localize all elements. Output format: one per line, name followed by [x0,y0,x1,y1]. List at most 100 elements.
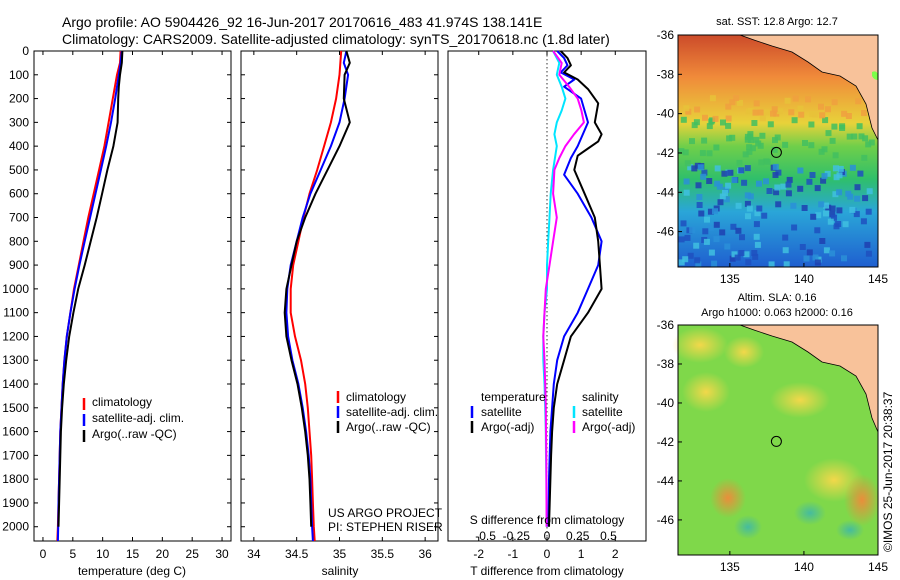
sst-texture-cell [802,140,808,146]
x-tick-label: 0 [544,547,551,561]
sst-texture-cell [721,170,728,177]
depth-tick-label: 500 [9,163,29,177]
sst-texture-cell [694,257,701,264]
map-y-tick-label: -36 [657,28,675,42]
temperature-axes-frame [33,50,232,542]
sst-texture-cell [713,144,720,151]
sst-texture-cell [768,261,775,268]
sst-texture-cell [786,176,793,183]
sst-texture-cell [696,194,703,200]
legend-header-temperature: temperature [481,390,546,404]
sst-texture-cell [714,180,721,187]
sst-texture-cell [700,173,707,180]
x-tick-label: 35 [333,547,347,561]
sst-texture-cell [803,255,810,262]
sst-texture-cell [829,137,836,144]
sst-texture-cell [708,249,715,256]
sst-texture-cell [744,136,751,143]
sst-texture-cell [772,163,779,170]
sst-texture-cell [812,111,819,118]
sst-texture-cell [837,165,844,172]
sla-blob [844,474,880,526]
sst-texture-cell [849,206,856,213]
sst-texture-cell [861,154,868,161]
sst-texture-cell [684,234,691,241]
depth-tick-label: 1900 [2,496,29,510]
sst-texture-cell [831,214,837,221]
s-diff-tick-label: -0.5 [475,529,496,543]
sst-texture-cell [788,109,795,116]
sst-texture-cell [772,137,778,144]
sst-texture-cell [733,95,740,101]
sst-texture-cell [725,122,732,129]
sst-texture-cell [755,140,762,147]
sst-texture-cell [856,123,863,130]
sst-texture-cell [818,148,825,155]
sst-texture-cell [853,211,860,218]
sst-texture-cell [825,130,832,137]
sst-texture-cell [747,137,754,144]
sst-texture-cell [838,169,845,175]
sst-texture-cell [706,178,713,184]
sst-texture-cell [735,202,742,209]
sst-texture-cell [782,234,789,241]
sst-texture-cell [691,122,698,129]
sst-texture-cell [754,210,761,217]
x-tick-label: 15 [126,547,140,561]
sst-texture-cell [745,213,751,220]
depth-tick-label: 900 [9,258,29,272]
sst-texture-cell [822,117,829,124]
s-diff-tick-label: 0.5 [600,529,617,543]
sst-texture-cell [689,227,696,233]
sst-texture-cell [865,250,872,257]
sst-texture-cell [683,178,690,185]
sst-texture-cell [753,136,760,143]
sst-texture-cell [829,250,836,257]
sst-texture-cell [749,145,756,152]
depth-tick-label: 300 [9,115,29,129]
sst-texture-cell [775,201,782,208]
x-tick-label: 0 [40,547,47,561]
sst-texture-cell [799,244,806,250]
sst-texture-cell [783,261,790,268]
sst-texture-cell [753,233,760,240]
sst-texture-cell [754,241,761,248]
sst-texture-cell [819,238,826,244]
legend-label-temp-satellite: satellite [481,405,522,419]
sst-texture-cell [701,169,708,176]
series-line-satellite [285,50,350,542]
sst-texture-cell [738,250,745,256]
sst-texture-cell [808,121,815,128]
map-x-tick-label: 140 [794,272,814,286]
legend-label-sal-argo: Argo(-adj) [582,420,635,434]
sst-texture-cell [791,224,798,231]
sst-texture-cell [743,251,750,258]
sst-texture-cell [820,177,827,184]
map-y-tick-label: -42 [657,435,675,449]
sst-texture-cell [683,189,690,196]
sst-texture-cell [865,141,872,148]
sst-texture-cell [731,251,738,258]
sst-texture-cell [801,205,808,211]
sst-texture-cell [815,212,822,219]
sst-texture-cell [725,115,732,122]
sst-texture-cell [771,146,778,153]
series-line-climatology [289,50,343,542]
sst-texture-cell [805,96,811,103]
sst-texture-cell [712,208,718,215]
sst-texture-cell [824,106,831,113]
depth-tick-label: 1400 [2,377,29,391]
title-line-2: Climatology: CARS2009. Satellite-adjuste… [62,31,610,47]
sst-texture-cell [697,164,704,171]
sst-texture-cell [680,116,687,123]
depth-tick-label: 1500 [2,401,29,415]
sst-texture-cell [752,253,759,260]
sst-texture-cell [744,192,751,199]
sla-blob [672,327,728,363]
series-line-satellite [56,50,123,542]
map-x-tick-label: 135 [720,560,740,574]
sla-blob [794,501,826,525]
sst-texture-cell [744,165,751,172]
sst-texture-cell [735,227,742,234]
sst-texture-cell [725,103,732,110]
